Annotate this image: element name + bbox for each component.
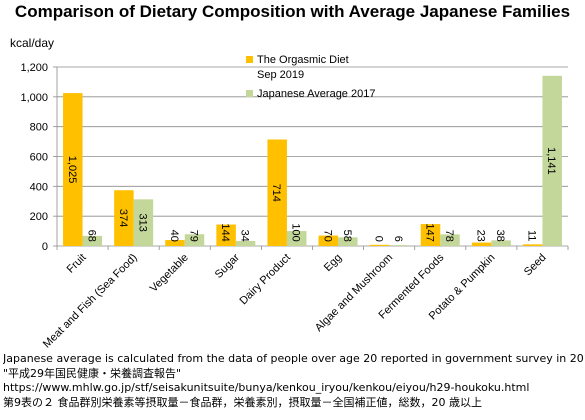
data-label: 68	[85, 230, 97, 242]
bar-japanese-average	[184, 234, 205, 246]
legend-swatch	[246, 56, 253, 63]
y-tick-label: 1,200	[20, 62, 48, 74]
bar-orgasmic-diet	[318, 235, 339, 246]
data-labels: 1,025 374 40 144 714 70 0 147 23 11 68 313 79 34 100 58…	[66, 147, 557, 242]
bar-orgasmic-diet	[471, 242, 492, 246]
x-category-label: Sugar	[213, 251, 242, 280]
legend-label: The Orgasmic Diet	[257, 54, 349, 66]
x-category-label: Meat and Fish (Sea Food)	[41, 252, 140, 350]
data-label: 58	[341, 230, 353, 242]
bar-japanese-average	[82, 235, 103, 246]
data-label: 23	[475, 230, 487, 242]
y-tick-label: 400	[30, 181, 48, 193]
bar-japanese-average	[338, 237, 358, 246]
data-label: 714	[270, 184, 282, 202]
x-category-label: Seed	[522, 252, 549, 279]
legend-label: Sep 2019	[257, 69, 304, 81]
note-line-summary: Japanese average is calculated from the …	[3, 352, 585, 365]
bar-orgasmic-diet	[114, 190, 134, 246]
bar-orgasmic-diet	[267, 139, 287, 246]
y-tick-label: 600	[30, 152, 48, 164]
data-label: 1,025	[66, 156, 78, 184]
bar-japanese-average	[133, 199, 154, 246]
bar-japanese-average	[235, 240, 256, 246]
bar-orgasmic-diet	[63, 93, 83, 247]
legend-label: Japanese Average 2017	[257, 88, 375, 100]
y-tick-label: 800	[30, 122, 48, 134]
y-axis-unit-label: kcal/day	[10, 36, 54, 50]
data-label: 11	[526, 230, 538, 241]
legend-swatch	[246, 90, 253, 97]
data-label: 38	[494, 230, 506, 242]
data-label: 1,141	[545, 147, 557, 175]
data-label: 374	[117, 209, 129, 227]
data-label: 147	[424, 223, 436, 241]
bar-orgasmic-diet	[216, 224, 236, 246]
gridlines	[57, 66, 568, 217]
data-label: 78	[443, 230, 455, 242]
bar-japanese-average	[440, 234, 460, 246]
y-tick-label: 0	[42, 241, 48, 253]
bar-japanese-average	[389, 245, 409, 246]
y-tick-label: 1,000	[20, 92, 48, 104]
bar-orgasmic-diet	[420, 224, 441, 246]
data-label: 6	[392, 236, 404, 242]
data-label: 144	[219, 223, 231, 241]
note-line-report-title: "平成29年国民健康・栄養調査報告"	[3, 366, 182, 380]
data-label: 0	[372, 236, 384, 242]
data-label: 79	[188, 230, 200, 242]
bar-orgasmic-diet	[369, 244, 390, 246]
data-label: 34	[239, 230, 251, 242]
x-category-label: Egg	[322, 252, 344, 274]
legend: The Orgasmic Diet Sep 2019 Japanese Averag…	[246, 54, 375, 100]
source-notes: Japanese average is calculated from the …	[3, 352, 585, 410]
data-label: 313	[136, 213, 148, 231]
bar-japanese-average	[542, 75, 562, 246]
note-line-source-url: https://www.mhlw.go.jp/stf/seisakunitsui…	[3, 381, 530, 395]
x-category-label: Fruit	[65, 252, 89, 276]
data-label: 70	[321, 230, 333, 242]
bar-orgasmic-diet	[165, 240, 185, 246]
bar-japanese-average	[286, 231, 307, 246]
bar-orgasmic-diet	[522, 244, 543, 246]
note-line-table-reference: 第9表の２ 食品群別栄養素等摂取量－食品群，栄養素別，摂取量－全国補正値，総数，…	[3, 395, 482, 409]
chart-title: Comparison of Dietary Composition with A…	[14, 2, 571, 21]
x-category-label: Dairy Product	[237, 252, 293, 308]
bars	[63, 75, 562, 247]
data-label: 40	[168, 230, 180, 242]
data-label: 100	[290, 223, 302, 241]
x-category-label: Vegetable	[148, 252, 191, 295]
bar-japanese-average	[491, 240, 511, 246]
y-tick-label: 200	[30, 211, 48, 223]
